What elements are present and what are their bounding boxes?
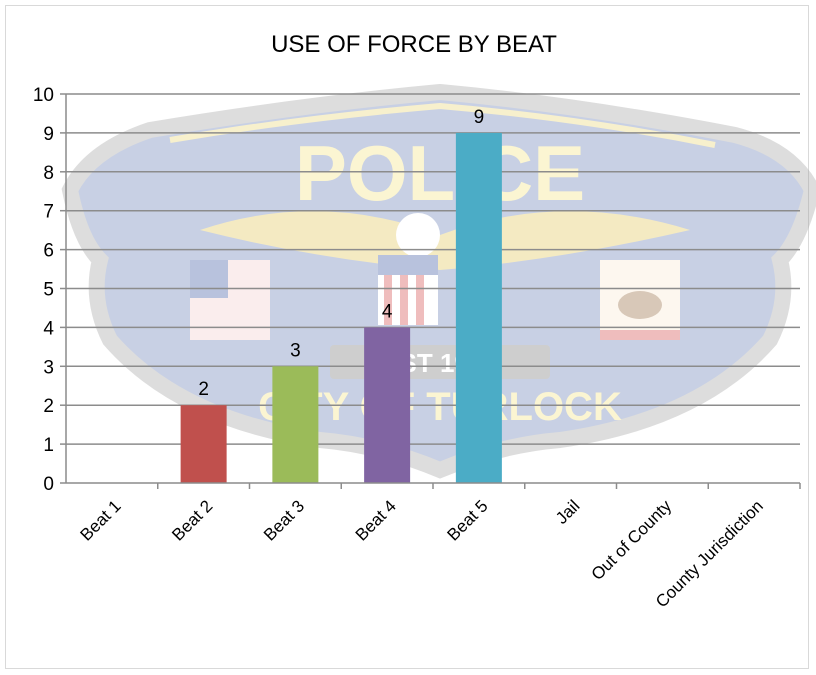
data-label: 2: [198, 379, 209, 400]
data-label: 9: [474, 107, 485, 128]
y-tick-label: 3: [43, 357, 54, 378]
x-tick-label: Beat 5: [444, 496, 492, 544]
gridlines: [66, 93, 800, 445]
police-badge-watermark: EST 1908 POLICE CITY OF TURLOCK: [61, 83, 816, 479]
x-tick-label: Beat 1: [77, 496, 125, 544]
data-label: 3: [290, 340, 301, 361]
y-tick-label: 1: [43, 435, 54, 456]
x-axis: Beat 1 Beat 2 Beat 3 Beat 4 Beat 5 Jail Out of…: [66, 482, 801, 611]
y-tick-label: 10: [33, 85, 54, 106]
x-tick-label: Beat 4: [352, 496, 400, 544]
data-labels: 2 3 4 9: [198, 107, 484, 400]
y-tick-label: 5: [43, 280, 54, 301]
x-tick-label: Out of County: [588, 496, 676, 584]
chart-title: USE OF FORCE BY BEAT: [271, 31, 557, 58]
bar-beat-5: [455, 132, 502, 483]
y-axis: 0 1 2 3 4 5 6 7 8 9 10: [33, 85, 67, 495]
bar-beat-4: [364, 327, 411, 483]
y-tick-label: 7: [43, 202, 54, 223]
y-tick-label: 4: [43, 318, 54, 339]
x-tick-label: Beat 2: [168, 496, 216, 544]
y-tick-label: 2: [43, 396, 54, 417]
x-tick-label: Beat 3: [260, 496, 308, 544]
y-tick-label: 6: [43, 241, 54, 262]
watermark-police-text: POLICE: [295, 129, 585, 217]
y-tick-label: 0: [43, 474, 54, 495]
y-tick-label: 8: [43, 163, 54, 184]
data-label: 4: [382, 301, 393, 322]
watermark-city-text: CITY OF TURLOCK: [258, 385, 622, 429]
x-tick-label: Jail: [552, 496, 583, 527]
y-tick-label: 9: [43, 124, 54, 145]
bar-beat-2: [180, 405, 227, 483]
bars: [180, 132, 502, 483]
bar-beat-3: [272, 366, 319, 483]
